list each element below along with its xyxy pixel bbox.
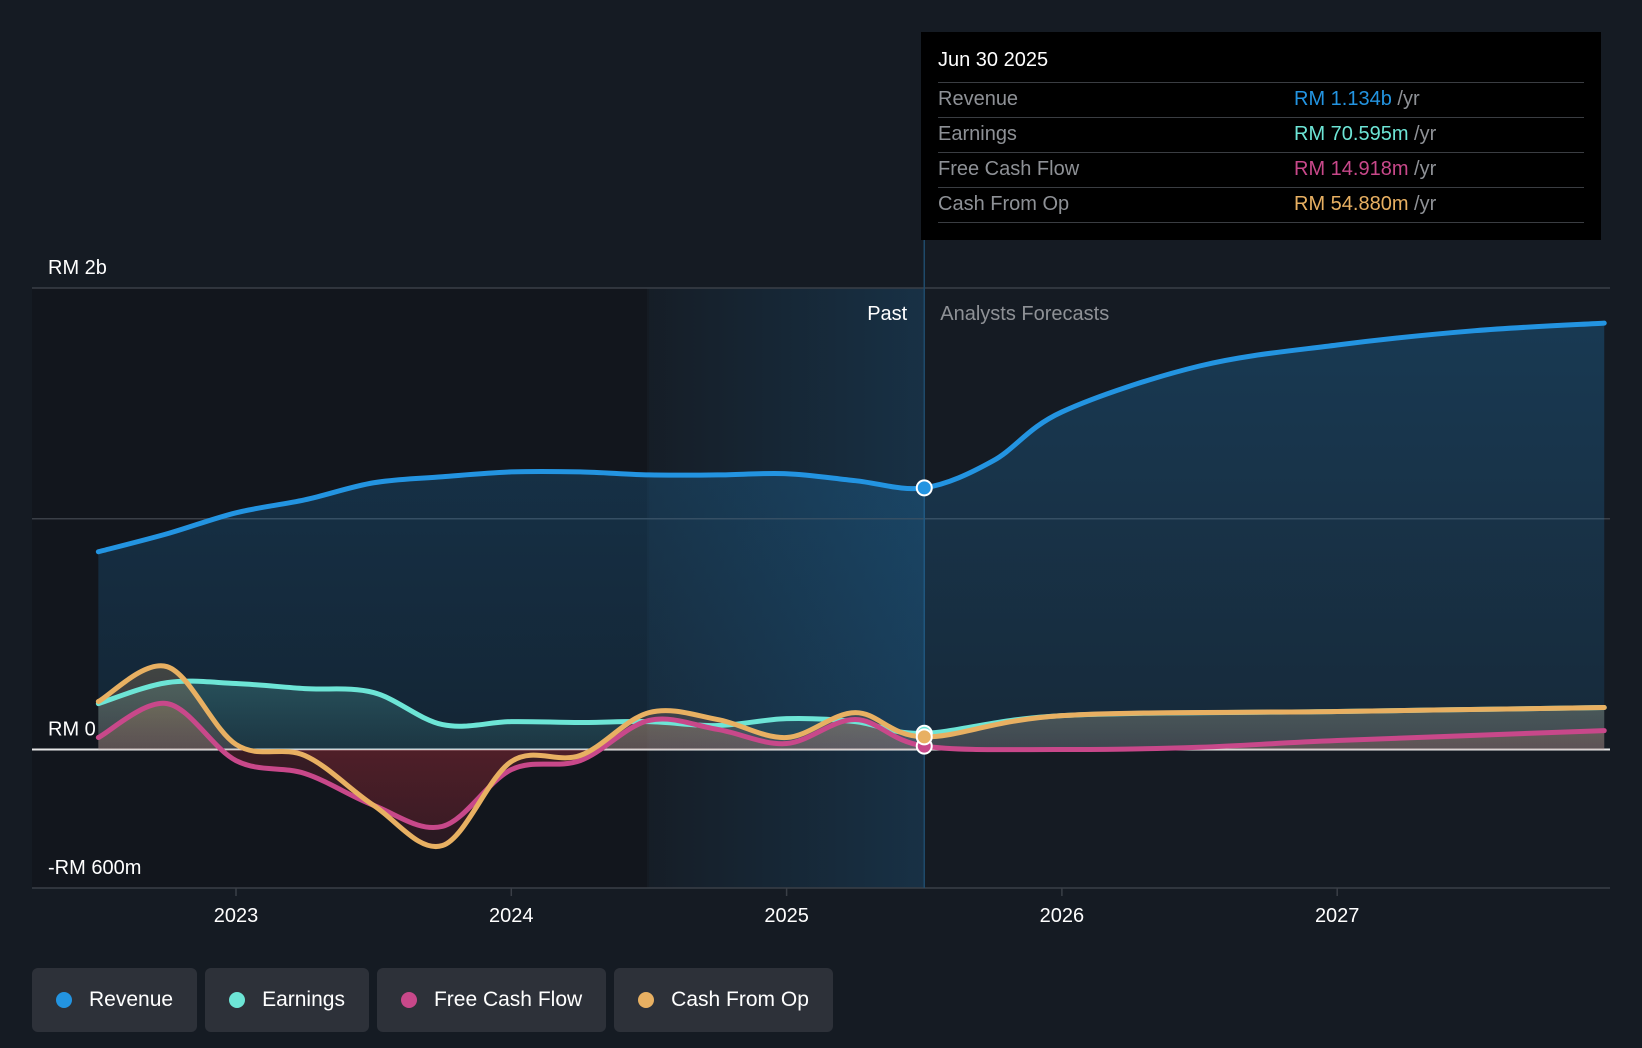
tooltip-row-free-cash-flow: Free Cash Flow RM 14.918m /yr bbox=[938, 152, 1584, 187]
x-tick-label: 2025 bbox=[764, 905, 809, 927]
tooltip-row-earnings: Earnings RM 70.595m /yr bbox=[938, 117, 1584, 152]
y-tick-label: RM 0 bbox=[48, 719, 96, 741]
legend-label: Earnings bbox=[262, 988, 345, 1011]
legend-item-revenue[interactable]: Revenue bbox=[32, 968, 198, 1032]
tooltip-value: RM 70.595m /yr bbox=[1294, 123, 1437, 145]
x-tick-label: 2026 bbox=[1040, 905, 1085, 927]
revenue-dot-icon bbox=[56, 992, 72, 1008]
legend-item-free-cash-flow[interactable]: Free Cash Flow bbox=[376, 968, 607, 1032]
legend-label: Revenue bbox=[89, 988, 174, 1011]
legend-item-earnings[interactable]: Earnings bbox=[205, 968, 369, 1032]
y-tick-label: RM 2b bbox=[48, 257, 107, 279]
free-cash-flow-line bbox=[95, 700, 1607, 831]
legend-item-cash-from-op[interactable]: Cash From Op bbox=[614, 968, 833, 1032]
earnings-dot-icon bbox=[229, 992, 246, 1008]
tooltip-label: Cash From Op bbox=[938, 193, 1070, 215]
x-tick-label: 2024 bbox=[489, 905, 534, 927]
cash-from-op-dot-icon bbox=[638, 992, 655, 1008]
tooltip-label: Revenue bbox=[938, 88, 1019, 110]
revenue-marker bbox=[915, 479, 933, 497]
revenue-line bbox=[95, 320, 1607, 555]
tooltip-row-revenue: Revenue RM 1.134b /yr bbox=[938, 82, 1584, 117]
tooltip-value: RM 1.134b /yr bbox=[1294, 88, 1420, 110]
x-tick-label: 2023 bbox=[214, 905, 259, 927]
tooltip-value: RM 54.880m /yr bbox=[1294, 193, 1437, 215]
tooltip: Jun 30 2025 Revenue RM 1.134b /yr Earnin… bbox=[921, 32, 1601, 240]
analysts-forecasts-label: Analysts Forecasts bbox=[940, 303, 1109, 325]
legend-label: Cash From Op bbox=[671, 988, 809, 1011]
cash-from-op-area bbox=[98, 665, 1605, 750]
cash-from-op-line bbox=[95, 663, 1607, 850]
revenue-area bbox=[98, 323, 1605, 750]
cash-from-op-marker bbox=[915, 728, 933, 746]
legend-label: Free Cash Flow bbox=[433, 988, 583, 1011]
tooltip-label: Free Cash Flow bbox=[938, 158, 1080, 180]
tooltip-row-cash-from-op: Cash From Op RM 54.880m /yr bbox=[938, 187, 1584, 223]
tooltip-label: Earnings bbox=[938, 123, 1017, 145]
tooltip-value: RM 14.918m /yr bbox=[1294, 158, 1437, 180]
tooltip-date: Jun 30 2025 bbox=[938, 49, 1049, 71]
y-tick-label: -RM 600m bbox=[48, 857, 141, 879]
free-cash-flow-dot-icon bbox=[400, 992, 417, 1008]
past-label: Past bbox=[867, 303, 907, 325]
x-tick-label: 2027 bbox=[1315, 905, 1360, 927]
legend: Revenue Earnings Free Cash Flow Cash Fro… bbox=[32, 968, 833, 1032]
